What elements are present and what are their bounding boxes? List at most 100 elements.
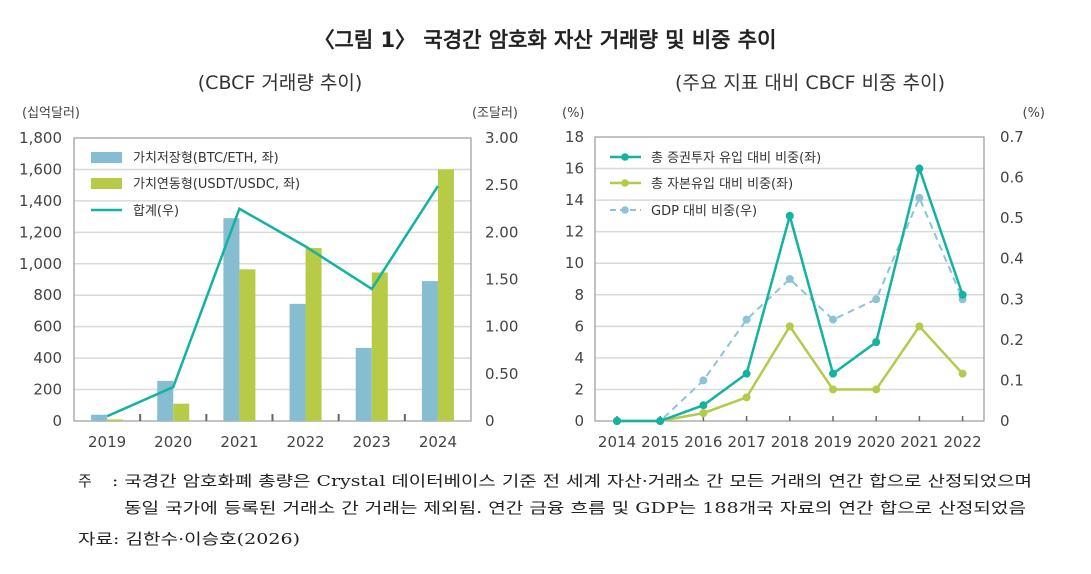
- x-tick-label: 2014: [598, 433, 636, 451]
- marker-capital: [785, 322, 794, 331]
- figure-title: 〈그림 1〉 국경간 암호화 자산 거래량 및 비중 추이: [314, 28, 777, 52]
- y-tick-label: 1,600: [19, 160, 62, 178]
- legend-label-securities: 총 증권투자 유입 대비 비중(좌): [651, 151, 821, 166]
- y2-tick-label: 0.2: [1000, 331, 1024, 349]
- y2-tick-label: 0.3: [1000, 290, 1024, 308]
- legend-swatch-value-storage: [91, 152, 122, 163]
- y2-tick-label: 0: [1000, 412, 1010, 430]
- marker-securities: [785, 211, 794, 220]
- y-tick-label: 18: [565, 128, 584, 146]
- y2-tick-label: 0.1: [1000, 371, 1024, 389]
- y-tick-label: 16: [565, 160, 584, 178]
- line-capital: [617, 324, 964, 423]
- marker-capital: [872, 385, 881, 394]
- marker-securities: [958, 290, 967, 299]
- bar-value-linked: [107, 419, 124, 421]
- note-label: 주: [78, 472, 92, 490]
- y-tick-label: 1,200: [19, 223, 62, 241]
- x-tick-label: 2020: [154, 433, 192, 451]
- y-tick-label: 1,400: [19, 192, 62, 210]
- marker-capital: [829, 385, 837, 394]
- bar-value-linked: [305, 248, 322, 421]
- y-tick-label: 14: [565, 191, 584, 209]
- y-tick-label: 600: [33, 318, 62, 336]
- y-tick-label: 1,000: [19, 255, 62, 273]
- bar-value-storage: [289, 303, 306, 421]
- y-tick-label: 200: [33, 381, 62, 399]
- y-tick-label: 400: [33, 349, 62, 367]
- left-chart: 0 200 400 600 800 1,000 1,200 1,400 1,600 1,800 0 0…: [19, 129, 518, 451]
- right-chart: 0 2 4 6 8 10 12 14 16 18 0 0.1 0.2 0.3 0.4 0.5 0.6 0.7 201…: [565, 128, 1024, 451]
- marker-securities: [742, 369, 751, 378]
- marker-gdp: [872, 295, 881, 304]
- y-tick-label: 1,800: [19, 129, 62, 147]
- right-chart-right-unit: (%): [1023, 106, 1046, 121]
- marker-capital: [742, 393, 751, 402]
- legend-label-gdp: GDP 대비 비중(우): [651, 204, 757, 219]
- marker-gdp: [915, 193, 924, 202]
- bar-value-storage: [91, 414, 108, 421]
- right-legend: 총 증권투자 유입 대비 비중(좌) 총 자본유입 대비 비중(좌) GDP 대…: [610, 151, 821, 219]
- x-tick-label: 2020: [857, 433, 895, 451]
- y2-tick-label: 1.00: [485, 318, 518, 336]
- y-tick-label: 0: [574, 412, 584, 430]
- x-tick-label: 2021: [220, 433, 258, 451]
- x-tick-label: 2019: [814, 433, 852, 451]
- y2-tick-label: 0.50: [485, 365, 518, 383]
- x-tick-label: 2017: [728, 433, 766, 451]
- legend-marker-gdp: [621, 206, 629, 214]
- marker-gdp: [829, 315, 837, 324]
- bar-value-linked: [239, 269, 256, 421]
- marker-securities: [915, 164, 924, 173]
- x-tick-label: 2015: [641, 433, 679, 451]
- marker-gdp: [742, 315, 751, 324]
- left-chart-left-unit: (십억달러): [22, 106, 80, 121]
- bar-value-storage: [223, 218, 240, 421]
- marker-securities: [829, 369, 837, 378]
- y2-tick-label: 1.50: [485, 271, 518, 289]
- x-tick-label: 2019: [88, 433, 126, 451]
- x-tick-label: 2024: [419, 433, 457, 451]
- x-tick-label: 2022: [286, 433, 324, 451]
- x-tick-label: 2022: [944, 433, 982, 451]
- note-line-1: : 국경간 암호화폐 총량은 Crystal 데이터베이스 기준 전 세계 자산…: [112, 472, 1032, 490]
- source-note: 자료: 김한수·이승호(2026): [78, 530, 300, 548]
- y2-tick-label: 0.7: [1000, 128, 1024, 146]
- legend-swatch-value-linked: [91, 178, 122, 189]
- left-legend: 가치저장형(BTC/ETH, 좌) 가치연동형(USDT/USDC, 좌) 합계…: [91, 151, 300, 219]
- y-tick-label: 12: [565, 223, 584, 241]
- y2-tick-label: 3.00: [485, 129, 518, 147]
- y2-tick-label: 2.50: [485, 176, 518, 194]
- y-tick-label: 4: [574, 349, 584, 367]
- y2-tick-label: 0.5: [1000, 209, 1024, 227]
- bar-value-linked: [371, 272, 388, 421]
- marker-securities: [872, 338, 881, 347]
- y2-tick-label: 0: [485, 412, 495, 430]
- line-total: [106, 185, 439, 418]
- legend-label-capital: 총 자본유입 대비 비중(좌): [651, 177, 793, 192]
- legend-label-value-linked: 가치연동형(USDT/USDC, 좌): [133, 177, 300, 192]
- bar-value-linked: [437, 169, 454, 421]
- y-tick-label: 10: [565, 254, 584, 272]
- y2-tick-label: 0.6: [1000, 169, 1024, 187]
- x-tick-label: 2018: [771, 433, 809, 451]
- bar-value-storage: [355, 347, 372, 421]
- note-line-2: 동일 국가에 등록된 거래소 간 거래는 제외됨. 연간 금융 흐름 및 GDP…: [124, 499, 1026, 517]
- left-chart-title: (CBCF 거래량 추이): [198, 72, 362, 94]
- right-chart-left-unit: (%): [562, 106, 585, 121]
- legend-label-total: 합계(우): [133, 204, 179, 219]
- left-chart-right-unit: (조달러): [472, 106, 518, 121]
- marker-securities: [613, 417, 621, 425]
- y-tick-label: 8: [574, 286, 584, 304]
- y2-tick-label: 2.00: [485, 223, 518, 241]
- marker-securities: [699, 401, 708, 410]
- x-tick-label: 2023: [353, 433, 391, 451]
- marker-gdp: [785, 275, 794, 283]
- marker-securities: [656, 417, 665, 425]
- bar-value-storage: [421, 281, 438, 421]
- marker-capital: [915, 322, 924, 331]
- x-tick-label: 2016: [684, 433, 722, 451]
- bar-value-linked: [173, 403, 190, 421]
- marker-gdp: [699, 376, 708, 385]
